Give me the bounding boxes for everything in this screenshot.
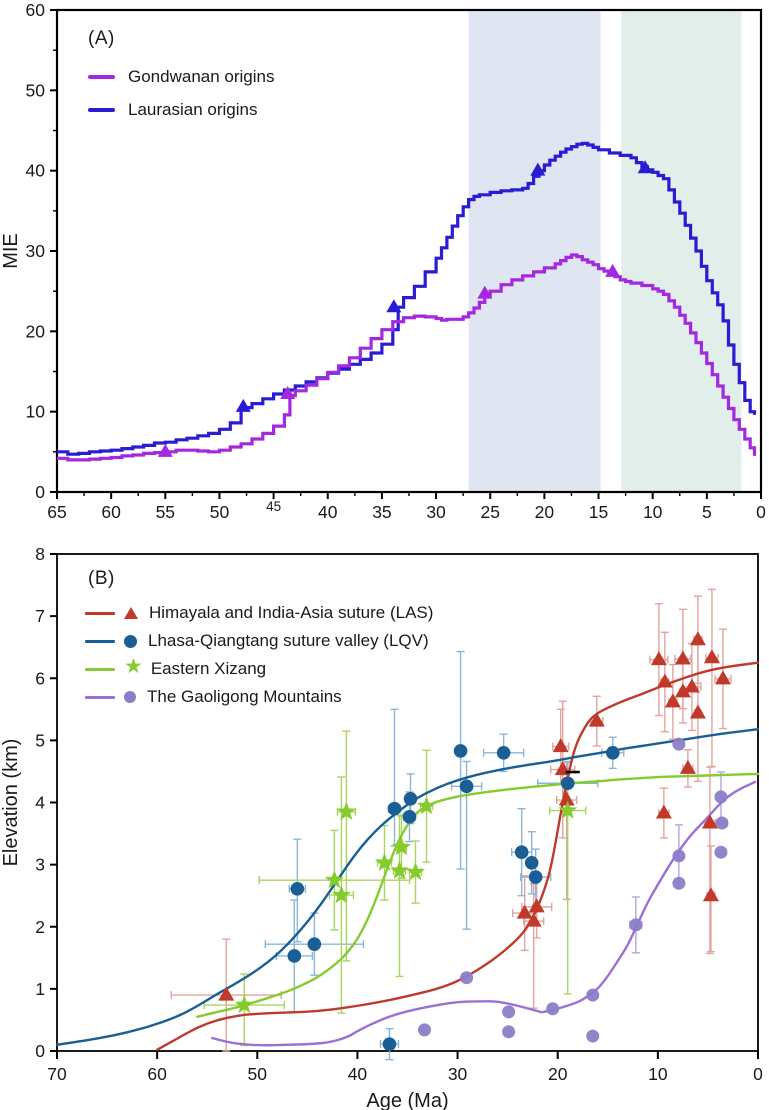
laurasian-triangle-markers <box>235 160 653 412</box>
svg-text:40: 40 <box>318 502 338 522</box>
gondwanan-step-line <box>57 253 757 462</box>
svg-text:Age (Ma): Age (Ma) <box>366 1090 448 1110</box>
svg-text:MIE: MIE <box>0 233 22 269</box>
panel-b-label: (B) <box>88 568 115 589</box>
svg-text:15: 15 <box>589 502 608 522</box>
svg-text:70: 70 <box>47 1064 67 1084</box>
panel-b-y-axis-title: Elevation (km) <box>0 739 22 867</box>
svg-text:6: 6 <box>35 668 45 688</box>
svg-text:60: 60 <box>147 1064 167 1084</box>
svg-text:Elevation (km): Elevation (km) <box>0 739 22 867</box>
svg-text:0: 0 <box>753 1064 763 1084</box>
panel-a-shaded-bands <box>468 11 742 491</box>
eastern-xizang-line-swatch <box>85 667 115 671</box>
series-2-points <box>234 796 578 1014</box>
svg-text:3: 3 <box>35 855 45 875</box>
svg-text:4: 4 <box>35 793 45 813</box>
ias-legend-label: Himayala and India-Asia suture (LAS) <box>149 603 434 622</box>
legend-item-lqv: Lhasa-Qiangtang suture valley (LQV) <box>85 630 429 652</box>
svg-text:50: 50 <box>26 80 46 100</box>
gondwanan-triangle-markers <box>157 263 621 457</box>
svg-text:30: 30 <box>26 241 46 261</box>
legend-item-gaoligong: The Gaoligong Mountains <box>85 686 342 708</box>
svg-text:20: 20 <box>548 1064 568 1084</box>
legend-item-gondwanan: Gondwanan origins <box>88 66 274 88</box>
svg-text:10: 10 <box>648 1064 668 1084</box>
lqv-legend-label: Lhasa-Qiangtang suture valley (LQV) <box>148 631 429 650</box>
svg-text:20: 20 <box>26 321 46 341</box>
svg-text:5: 5 <box>35 730 45 750</box>
panel-b-x-axis-title: Age (Ma) <box>366 1090 448 1110</box>
panel-a-chart: 65 60 55 50 45 40 35 30 25 20 15 10 5 00102030405060M… <box>0 0 767 522</box>
gondwanan-legend-label: Gondwanan origins <box>128 67 275 86</box>
svg-text:55: 55 <box>156 502 175 522</box>
panel-a-y-axis-title: MIE <box>0 233 22 269</box>
svg-text:0: 0 <box>35 1041 45 1061</box>
svg-text:40: 40 <box>348 1064 368 1084</box>
gaoligong-line-swatch <box>85 695 115 699</box>
gaoligong-dot-icon <box>124 691 136 703</box>
series-1-fitted-curve <box>55 728 760 1046</box>
svg-text:20: 20 <box>535 502 555 522</box>
svg-text:50: 50 <box>210 502 230 522</box>
svg-text:65: 65 <box>47 502 66 522</box>
svg-text:50: 50 <box>248 1064 268 1084</box>
svg-text:0: 0 <box>35 482 45 502</box>
legend-item-ias: Himayala and India-Asia suture (LAS) <box>85 602 433 624</box>
series-1-points <box>287 744 620 1051</box>
svg-text:5: 5 <box>702 502 712 522</box>
laurasian-line-swatch <box>88 108 115 112</box>
series-3-error-bars <box>629 771 728 954</box>
svg-text:30: 30 <box>426 502 446 522</box>
svg-text:10: 10 <box>26 402 46 422</box>
series-1-error-bars <box>264 650 625 1061</box>
svg-text:0: 0 <box>756 502 766 522</box>
series-3-fitted-curve <box>211 780 757 1047</box>
svg-text:25: 25 <box>480 502 499 522</box>
svg-text:60: 60 <box>101 502 121 522</box>
svg-text:1: 1 <box>35 979 45 999</box>
gondwanan-line-swatch <box>88 75 115 79</box>
panel-a-label: (A) <box>88 28 115 49</box>
ias-line-swatch <box>85 611 115 615</box>
svg-text:10: 10 <box>643 502 663 522</box>
svg-text:30: 30 <box>448 1064 468 1084</box>
series-2-fitted-curve <box>196 772 760 1018</box>
svg-text:40: 40 <box>26 161 46 181</box>
lqv-line-swatch <box>85 639 115 643</box>
panel-b-axis-ticks: 70 60 50 40 30 20 10 0 0 1 2 3 4 5 6 7 8 <box>35 544 763 1084</box>
laurasian-step-line <box>57 141 757 456</box>
series-3-points <box>418 737 729 1043</box>
laurasian-legend-label: Laurasian origins <box>128 100 258 119</box>
legend-item-eastern-xizang: ★ Eastern Xizang <box>85 655 267 680</box>
svg-text:7: 7 <box>35 606 45 626</box>
legend-item-laurasian: Laurasian origins <box>88 99 257 121</box>
lqv-circle-icon <box>124 634 137 648</box>
eastern-xizang-star-icon: ★ <box>124 655 143 678</box>
gaoligong-legend-label: The Gaoligong Mountains <box>147 687 342 706</box>
series-0-fitted-curve <box>155 661 760 1051</box>
eastern-xizang-legend-label: Eastern Xizang <box>150 659 267 678</box>
panel-b-chart: 70 60 50 40 30 20 10 0 0 1 2 3 4 5 6 7 8 Age (Ma) Elevatio… <box>0 544 763 1110</box>
svg-text:2: 2 <box>35 917 45 937</box>
svg-text:8: 8 <box>35 544 45 564</box>
svg-text:60: 60 <box>26 0 46 20</box>
ias-triangle-icon <box>124 607 138 619</box>
svg-text:45: 45 <box>266 499 281 514</box>
svg-text:35: 35 <box>372 502 391 522</box>
